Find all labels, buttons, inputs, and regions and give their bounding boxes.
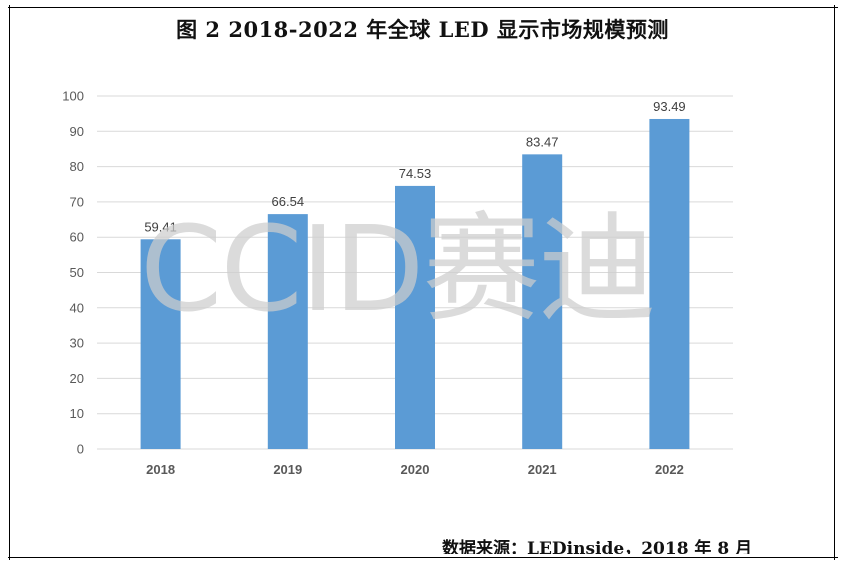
data-label: 83.47	[526, 134, 559, 149]
y-tick-label: 100	[62, 89, 84, 104]
data-label: 66.54	[272, 194, 305, 209]
x-tick-label: 2018	[146, 462, 175, 477]
frame-bottom-line	[8, 557, 838, 558]
y-tick-label: 50	[70, 265, 84, 280]
y-tick-label: 90	[70, 124, 84, 139]
data-source-note: 数据来源：LEDinside，2018 年 8 月	[442, 539, 753, 554]
frame-left-line	[9, 5, 10, 560]
y-tick-label: 80	[70, 159, 84, 174]
data-label: 59.41	[144, 219, 177, 234]
data-label: 74.53	[399, 166, 432, 181]
y-tick-label: 10	[70, 406, 84, 421]
frame-right-line	[834, 5, 835, 560]
x-tick-label: 2019	[273, 462, 302, 477]
y-tick-label: 70	[70, 194, 84, 209]
bar	[140, 239, 181, 449]
x-tick-label: 2022	[655, 462, 684, 477]
data-label: 93.49	[653, 99, 686, 114]
frame-top-line	[8, 7, 838, 8]
x-tick-label: 2020	[401, 462, 430, 477]
figure-title: 图 2 2018-2022 年全球 LED 显示市场规模预测	[176, 17, 669, 42]
y-tick-label: 20	[70, 371, 84, 386]
y-tick-label: 60	[70, 230, 84, 245]
y-tick-label: 0	[77, 442, 84, 457]
bar	[395, 185, 435, 449]
y-tick-label: 30	[70, 336, 84, 351]
x-tick-label: 2021	[528, 462, 557, 477]
y-tick-label: 40	[70, 300, 84, 315]
bar	[649, 118, 690, 450]
bar	[267, 214, 308, 449]
bar	[522, 154, 563, 450]
